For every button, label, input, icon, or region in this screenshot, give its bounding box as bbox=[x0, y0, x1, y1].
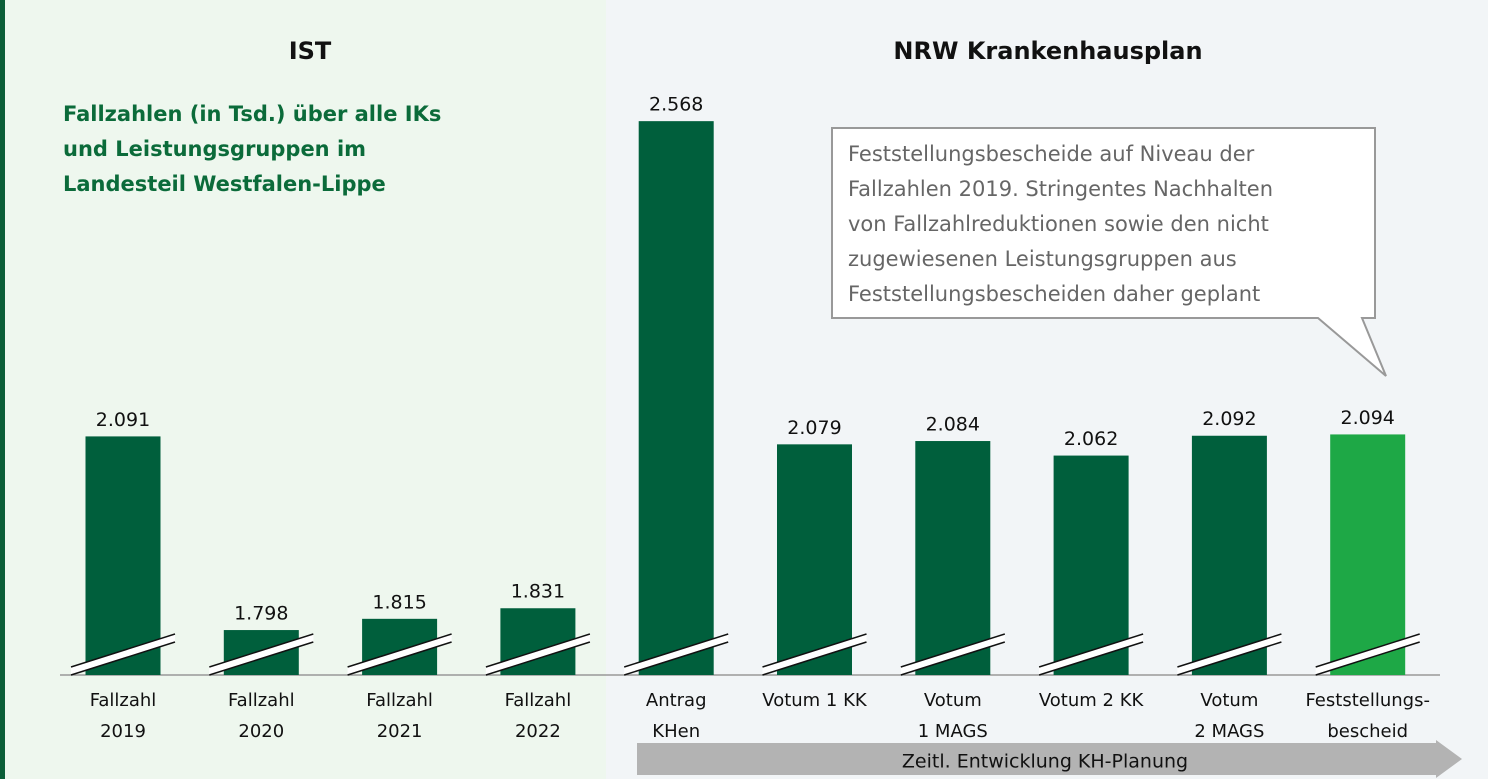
value-label: 2.062 bbox=[1064, 428, 1118, 450]
axis-break bbox=[485, 634, 590, 675]
axis-break-line bbox=[70, 633, 176, 668]
x-tick-label: bescheid bbox=[1327, 721, 1408, 742]
axis-break-line bbox=[485, 633, 591, 668]
axis-break-line bbox=[900, 633, 1006, 668]
x-tick-label: 2021 bbox=[377, 721, 423, 742]
axis-break bbox=[900, 634, 1005, 675]
x-tick-label: Fallzahl bbox=[505, 690, 572, 711]
value-label: 1.815 bbox=[372, 591, 426, 613]
axis-break-line bbox=[1177, 641, 1282, 676]
x-tick-label: Votum 2 KK bbox=[1039, 690, 1145, 711]
x-tick-label: 1 MAGS bbox=[918, 721, 988, 742]
panel-title: IST bbox=[289, 37, 332, 65]
axis-break bbox=[762, 634, 867, 675]
callout-text: von Fallzahlreduktionen sowie den nicht bbox=[848, 212, 1269, 236]
subtitle: Fallzahlen (in Tsd.) über alle IKs bbox=[63, 102, 441, 126]
x-tick-label: KHen bbox=[652, 721, 700, 742]
bar bbox=[1191, 435, 1267, 675]
axis-break bbox=[1315, 634, 1420, 675]
x-tick-label: Votum 1 KK bbox=[762, 690, 868, 711]
left-border bbox=[0, 0, 5, 779]
subtitle: und Leistungsgruppen im bbox=[63, 137, 366, 161]
value-label: 1.831 bbox=[511, 581, 565, 603]
x-tick-label: Feststellungs- bbox=[1305, 690, 1430, 711]
value-label: 2.084 bbox=[926, 414, 980, 436]
callout-text: zugewiesenen Leistungsgruppen aus bbox=[848, 247, 1237, 271]
axis-break-line bbox=[762, 633, 867, 668]
panel-title: NRW Krankenhausplan bbox=[893, 37, 1202, 65]
x-tick-label: 2020 bbox=[238, 721, 284, 742]
x-tick-label: Fallzahl bbox=[228, 690, 295, 711]
axis-break bbox=[1177, 634, 1282, 675]
value-label: 2.094 bbox=[1340, 407, 1394, 429]
x-tick-label: Fallzahl bbox=[90, 690, 157, 711]
axis-break-line bbox=[209, 633, 314, 668]
axis-break-line bbox=[347, 641, 452, 676]
bar bbox=[638, 121, 714, 676]
bar bbox=[1053, 455, 1129, 675]
value-label: 2.568 bbox=[649, 94, 703, 116]
callout-text: Feststellungsbescheiden daher geplant bbox=[848, 282, 1260, 306]
callout-text: Feststellungsbescheide auf Niveau der bbox=[848, 142, 1255, 166]
bar bbox=[915, 441, 991, 675]
arrow-label: Zeitl. Entwicklung KH-Planung bbox=[902, 751, 1188, 773]
axis-break-line bbox=[1315, 641, 1420, 676]
x-tick-label: Votum bbox=[1200, 690, 1258, 711]
value-label: 2.079 bbox=[787, 417, 841, 439]
bar bbox=[777, 444, 852, 675]
axis-break-line bbox=[70, 641, 176, 676]
axis-break bbox=[347, 634, 452, 675]
timeline-arrow bbox=[637, 740, 1462, 778]
axis-break bbox=[1039, 634, 1144, 675]
axis-break bbox=[71, 634, 175, 675]
axis-break-line bbox=[900, 641, 1006, 676]
x-tick-label: 2022 bbox=[515, 721, 561, 742]
x-tick-label: 2 MAGS bbox=[1194, 721, 1264, 742]
axis-break-line bbox=[623, 641, 729, 676]
bar bbox=[1330, 434, 1406, 675]
value-label: 1.798 bbox=[234, 603, 288, 625]
x-tick-label: Antrag bbox=[646, 690, 707, 711]
axis-break-line bbox=[623, 633, 729, 668]
value-label: 2.092 bbox=[1202, 408, 1256, 430]
value-label: 2.091 bbox=[96, 409, 150, 431]
axis-break-line bbox=[209, 641, 314, 676]
axis-break-line bbox=[1038, 633, 1144, 668]
x-tick-label: 2019 bbox=[100, 721, 146, 742]
axis-break-line bbox=[1315, 633, 1420, 668]
bar bbox=[85, 436, 161, 675]
subtitle: Landesteil Westfalen-Lippe bbox=[63, 172, 386, 196]
axis-break-line bbox=[485, 641, 591, 676]
axis-break-line bbox=[1038, 641, 1144, 676]
axis-break bbox=[624, 634, 729, 675]
axis-break-line bbox=[1177, 633, 1282, 668]
axis-break-line bbox=[762, 641, 867, 676]
x-tick-label: Votum bbox=[924, 690, 982, 711]
axis-break bbox=[209, 634, 314, 675]
callout bbox=[831, 127, 1387, 377]
callout-text: Fallzahlen 2019. Stringentes Nachhalten bbox=[848, 177, 1273, 201]
axis-break-line bbox=[347, 633, 452, 668]
x-tick-label: Fallzahl bbox=[366, 690, 433, 711]
